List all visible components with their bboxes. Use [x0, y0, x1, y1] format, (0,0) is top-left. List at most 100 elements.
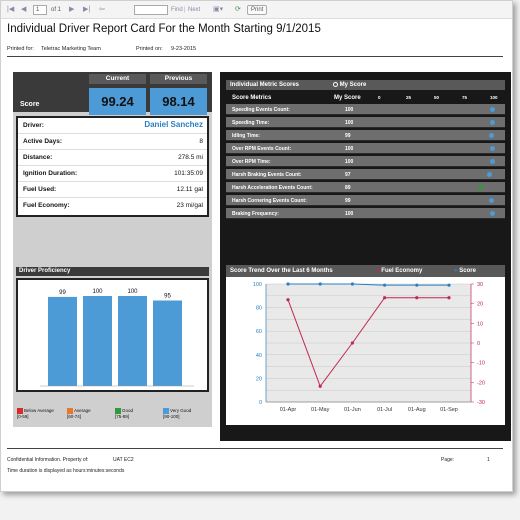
metric-score: 97	[345, 172, 351, 178]
x-tick-label: 01-Jul	[377, 407, 392, 413]
y-right-tick: 30	[477, 282, 483, 288]
legend-average: Average [60-74]	[67, 408, 91, 419]
trend-legend-fuel-economy: ● Fuel Economy	[376, 268, 423, 274]
x-tick-label: 01-Apr	[280, 407, 297, 413]
driver-label: Driver:	[23, 122, 44, 129]
metric-row: Harsh Braking Events Count: 97	[226, 169, 505, 180]
series-point	[286, 282, 290, 286]
x-tick-label: 01-Sep	[440, 407, 458, 413]
metric-name: Braking Frequency:	[232, 211, 279, 217]
metric-name: Over RPM Events Count:	[232, 146, 292, 152]
y-left-tick: 60	[256, 329, 262, 335]
left-panel: Score Current Previous 99.24 98.14 Drive…	[13, 72, 212, 427]
fuel-used-value: 12.11 gal	[176, 186, 203, 193]
col-my-score: My Score	[334, 95, 361, 101]
trend-title: Score Trend Over the Last 6 Months	[230, 268, 333, 274]
y-left-tick: 80	[256, 306, 262, 312]
series-point	[350, 341, 354, 345]
active-days-row: Active Days: 8	[18, 134, 207, 150]
printed-for-label: Printed for:	[7, 46, 34, 52]
driver-name: Daniel Sanchez	[144, 120, 203, 129]
previous-header: Previous	[150, 74, 207, 84]
series-point	[350, 282, 354, 286]
legend-label: Average	[74, 408, 91, 413]
legend-circle-icon	[333, 81, 338, 87]
proficiency-header: Driver Proficiency	[16, 267, 209, 276]
trend-chart-box: Score Trend Over the Last 6 Months ● Fue…	[226, 265, 505, 425]
metric-row: Harsh Acceleration Events Count: 89	[226, 182, 505, 193]
legend-swatch	[17, 408, 23, 414]
bar-fleet-avg-	[118, 296, 147, 386]
legend-below-average: Below Average [0-59]	[17, 408, 54, 419]
ignition-row: Ignition Duration: 101:35:09	[18, 166, 207, 182]
page-number-input[interactable]: 1	[33, 5, 47, 15]
next-link[interactable]: Next	[188, 7, 201, 13]
last-page-icon[interactable]: ▶|	[83, 6, 91, 13]
export-icon[interactable]: ▣▾	[213, 6, 224, 13]
metric-row: Over RPM Events Count: 100	[226, 143, 505, 154]
fuel-used-label: Fuel Used:	[23, 186, 57, 193]
prev-page-icon[interactable]: ◀	[21, 6, 27, 13]
active-days-value: 8	[199, 138, 203, 145]
y-left-tick: 100	[253, 282, 262, 288]
bar-me	[48, 296, 77, 386]
legend-range: [90-100]	[163, 414, 180, 419]
series-point	[383, 283, 387, 287]
legend-range: [75-89]	[115, 414, 130, 419]
first-page-icon[interactable]: |◀	[7, 6, 15, 13]
page-label: Page:	[441, 457, 455, 463]
series-point	[415, 296, 419, 300]
ignition-label: Ignition Duration:	[23, 170, 78, 177]
right-panel: Individual Metric Scores My Score Score …	[220, 72, 511, 441]
y-left-tick: 40	[256, 353, 262, 359]
metric-score: 100	[345, 146, 354, 152]
metric-row: Idling Time: 99	[226, 130, 505, 141]
trend-legend-score: ● Score	[454, 268, 476, 274]
y-right-tick: -20	[477, 380, 485, 386]
metric-score: 99	[345, 198, 351, 204]
printed-for-value: Teletrac Marketing Team	[41, 46, 101, 52]
col-score-metrics: Score Metrics	[232, 95, 272, 101]
metric-score: 99	[345, 133, 351, 139]
metric-name: Speeding Events Count:	[232, 107, 290, 113]
series-point	[318, 282, 322, 286]
proficiency-bar-chart: 99Me100Fleet Best100Fleet Avg.95Goal	[40, 289, 194, 387]
trend-header: Score Trend Over the Last 6 Months ● Fue…	[226, 265, 505, 277]
legend-label: Good	[122, 408, 134, 413]
report-page: |◀ ◀ 1 of 1 ▶ ▶| ⇦ Find | Next ▣▾ ⟳ Prin…	[0, 0, 513, 492]
metric-row: Over RPM Time: 100	[226, 156, 505, 167]
metric-score-marker	[490, 146, 495, 151]
legend-label: Very Good	[170, 408, 192, 413]
bar-value-label: 95	[164, 294, 171, 300]
scale-tick: 50	[434, 95, 440, 100]
header-divider	[7, 56, 503, 57]
fuel-economy-value: 23 mi/gal	[176, 202, 203, 209]
series-point	[415, 283, 419, 287]
my-score-legend: My Score	[333, 80, 366, 90]
refresh-icon[interactable]: ⟳	[235, 6, 241, 13]
back-icon[interactable]: ⇦	[99, 6, 105, 13]
metric-score: 100	[345, 211, 354, 217]
my-score-legend-label: My Score	[339, 82, 367, 88]
fuel-economy-row: Fuel Economy: 23 mi/gal	[18, 198, 207, 214]
active-days-label: Active Days:	[23, 138, 63, 145]
metrics-columns: Score Metrics My Score 0 25 50 75 100	[226, 92, 505, 103]
find-input[interactable]	[134, 5, 168, 15]
next-page-icon[interactable]: ▶	[69, 6, 75, 13]
metric-score-marker	[490, 211, 495, 216]
metric-name: Harsh Acceleration Events Count:	[232, 185, 313, 191]
series-point	[286, 298, 290, 302]
print-button[interactable]: Print	[247, 5, 268, 15]
legend-range: [0-59]	[17, 414, 29, 419]
bar-fleet-best	[83, 296, 112, 386]
bar-value-label: 100	[127, 289, 138, 295]
series-line-fuel-economy	[287, 297, 449, 388]
y-left-tick: 20	[256, 376, 262, 382]
trend-line-chart: 0 20 40 60 80 100 -30 -20 -10 0 10 20 30 01-Apr 01-May…	[253, 282, 485, 413]
find-link[interactable]: Find	[171, 7, 183, 13]
bar-value-label: 99	[59, 290, 66, 296]
metric-score-marker	[486, 172, 492, 177]
distance-label: Distance:	[23, 154, 53, 161]
metric-score: 100	[345, 107, 354, 113]
y-right-tick: -30	[477, 400, 485, 406]
